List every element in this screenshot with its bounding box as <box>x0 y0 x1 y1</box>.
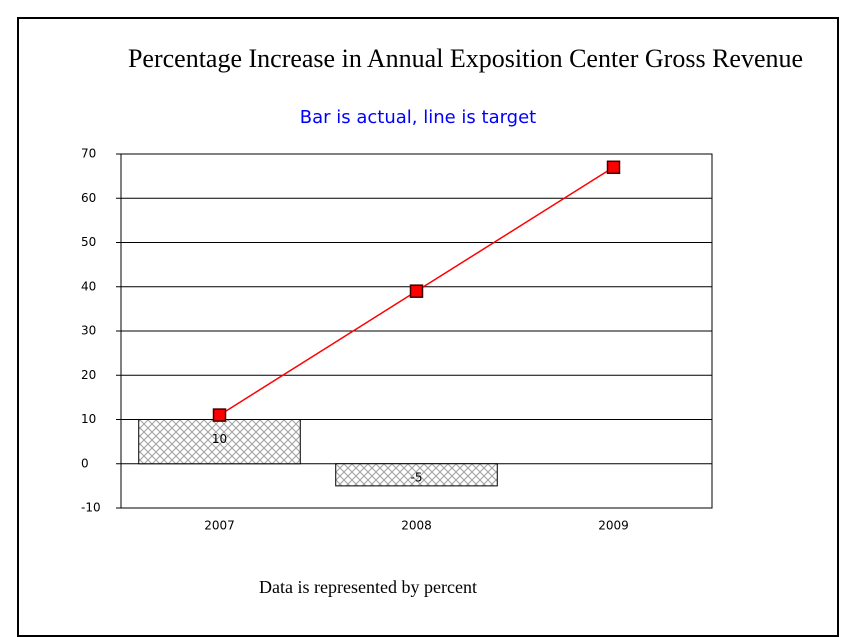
chart-title: Percentage Increase in Annual Exposition… <box>127 44 804 73</box>
y-tick-label: 10 <box>81 412 96 426</box>
y-tick-label: 0 <box>81 456 89 470</box>
y-tick-label: 50 <box>81 235 96 249</box>
x-tick-label: 2009 <box>598 519 629 533</box>
y-tick-label: 20 <box>81 368 96 382</box>
line-marker <box>212 408 227 422</box>
line-marker <box>409 284 424 298</box>
data-label: -5 <box>411 470 423 484</box>
y-tick-label: 30 <box>81 324 96 338</box>
chart: Bar is actual, line is target -10 0 10 20 30… <box>81 107 713 533</box>
data-label: 10 <box>212 432 227 446</box>
bar <box>335 463 498 487</box>
y-tick-label: 60 <box>81 191 96 205</box>
footer: Data is represented by percent <box>259 577 477 597</box>
bar <box>138 419 301 465</box>
y-tick-label: -10 <box>81 501 101 515</box>
x-tick-label: 2008 <box>401 519 432 533</box>
line-marker <box>606 160 621 175</box>
y-tick-label: 70 <box>81 147 96 161</box>
y-tick-label: 40 <box>81 279 96 293</box>
subtitle: Bar is actual, line is target <box>300 107 537 128</box>
x-tick-label: 2007 <box>204 519 235 533</box>
